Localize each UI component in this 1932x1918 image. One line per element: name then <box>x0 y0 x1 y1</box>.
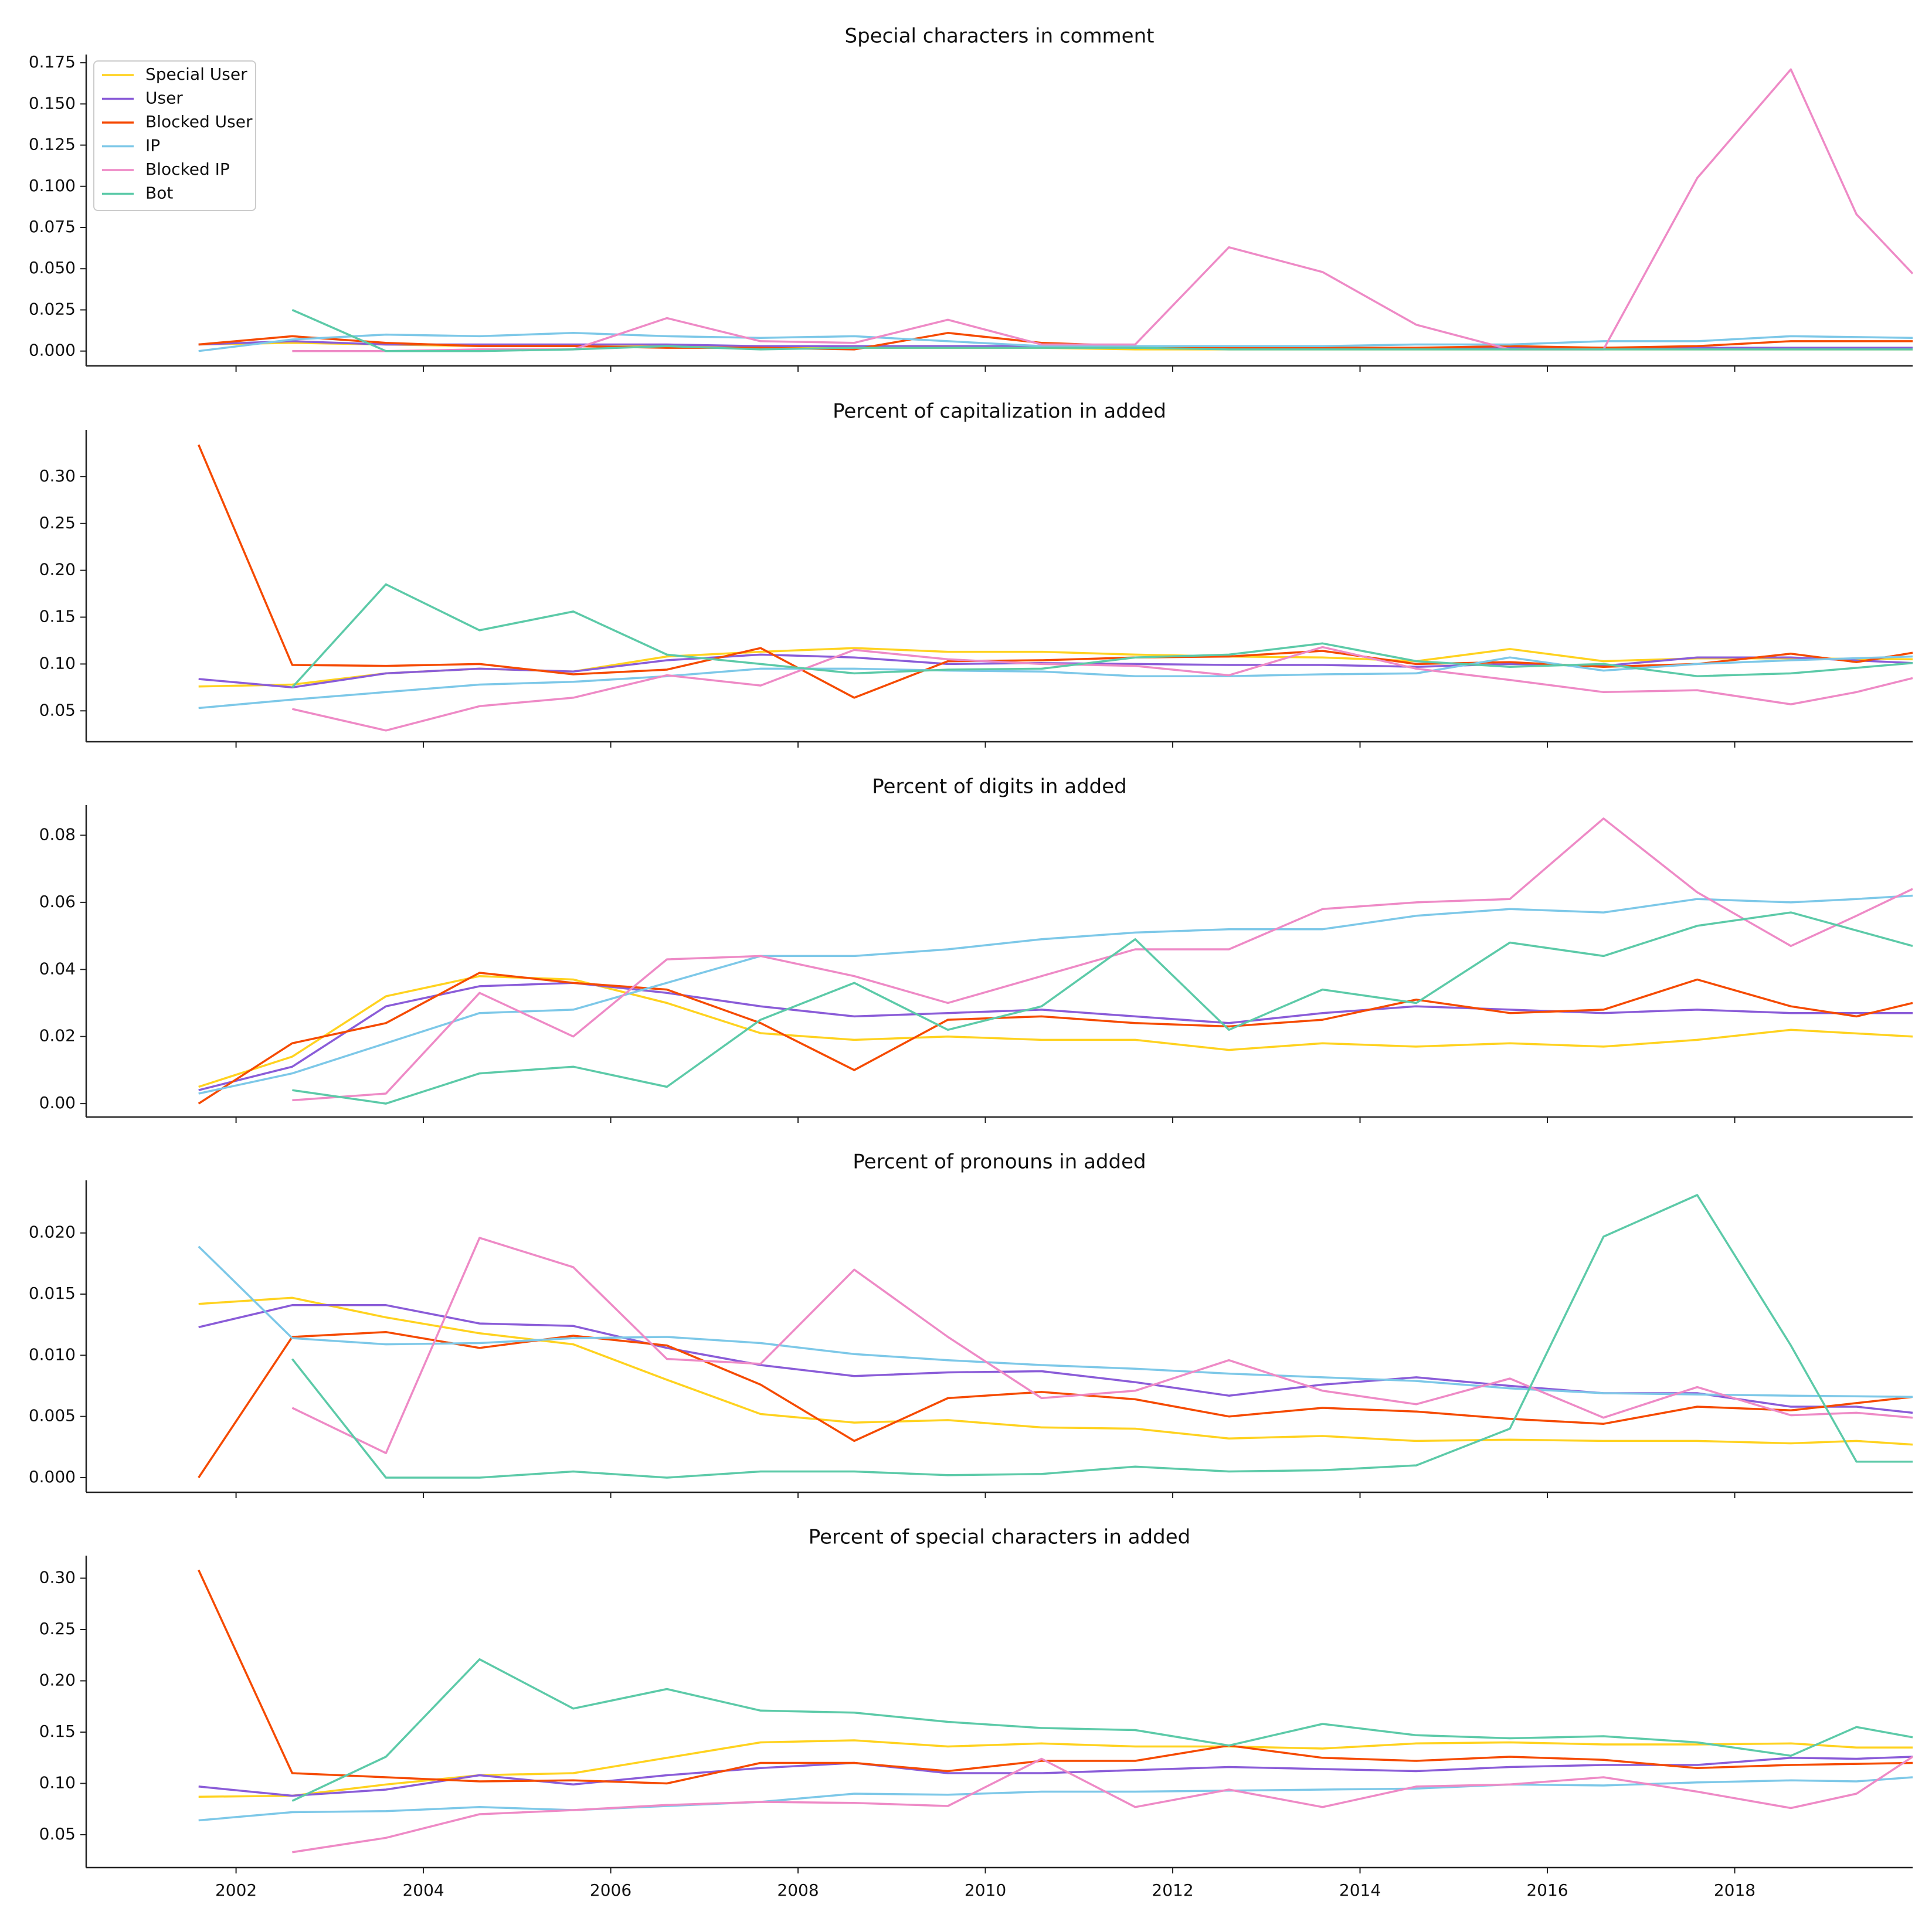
y-tick-label: 0.10 <box>39 1773 76 1793</box>
x-tick-label: 2012 <box>1152 1880 1193 1900</box>
series-line-ip <box>198 1776 1913 1822</box>
series-line-blocked-user <box>198 1569 1913 1785</box>
subplot-4: Percent of pronouns in added 0.000 0.005 0.… <box>29 1150 1913 1498</box>
x-tick-label: 2014 <box>1339 1880 1381 1900</box>
legend-frame <box>93 60 256 211</box>
series-line-bot <box>291 308 1913 352</box>
subplot-1: Special characters in comment 0.000 0.025 0… <box>29 25 1913 372</box>
series-line-bot <box>292 911 1913 1105</box>
y-tick-label: 0.20 <box>39 560 76 579</box>
y-tick-label: 0.020 <box>29 1223 76 1242</box>
y-tick-label: 0.15 <box>39 607 76 626</box>
y-tick-label: 0.02 <box>39 1026 76 1045</box>
legend-label-special-user: Special User <box>145 65 247 84</box>
series-line-user <box>198 1756 1913 1797</box>
series-line-blocked-user <box>198 972 1913 1105</box>
subplot-title: Special characters in comment <box>845 25 1155 48</box>
y-tick-label: 0.05 <box>39 700 76 719</box>
subplot-title: Percent of digits in added <box>872 775 1127 799</box>
subplot-2: Percent of capitalization in added 0.05 0.… <box>39 400 1913 748</box>
series-line-ip <box>198 332 1913 352</box>
series-line-ip <box>198 894 1913 1095</box>
y-tick-label: 0.050 <box>29 258 76 277</box>
series-line-blocked-ip <box>292 68 1913 352</box>
legend: Special User User Blocked User IP Blocked IP… <box>93 60 256 211</box>
y-tick-label: 0.06 <box>39 892 76 911</box>
legend-label-blocked-user: Blocked User <box>145 112 253 131</box>
y-tick-label: 0.025 <box>29 299 76 318</box>
y-tick-label: 0.25 <box>39 1619 76 1638</box>
x-tick-label: 2008 <box>777 1880 819 1900</box>
series-line-special-user <box>198 1296 1913 1446</box>
y-tick-label: 0.30 <box>39 1568 76 1587</box>
series-line-special-user <box>198 1739 1913 1798</box>
x-tick-label: 2010 <box>965 1880 1006 1900</box>
y-tick-label: 0.000 <box>29 341 76 360</box>
series-line-blocked-ip <box>291 1237 1913 1454</box>
y-tick-label: 0.125 <box>29 135 76 154</box>
legend-label-bot: Bot <box>145 184 173 203</box>
x-tick-label: 2016 <box>1526 1880 1568 1900</box>
series-line-blocked-ip <box>292 646 1913 732</box>
y-tick-label: 0.175 <box>29 52 76 72</box>
y-tick-label: 0.08 <box>39 824 76 844</box>
y-tick-label: 0.04 <box>39 959 76 978</box>
series-line-special-user <box>198 975 1913 1088</box>
subplot-title: Percent of capitalization in added <box>833 400 1166 423</box>
y-tick-label: 0.20 <box>39 1671 76 1690</box>
legend-label-user: User <box>145 89 183 108</box>
y-tick-label: 0.10 <box>39 653 76 673</box>
series-line-blocked-ip <box>292 1756 1913 1853</box>
y-tick-label: 0.30 <box>39 466 76 486</box>
y-tick-label: 0.005 <box>29 1406 76 1425</box>
y-tick-label: 0.010 <box>29 1345 76 1364</box>
y-tick-label: 0.000 <box>29 1467 76 1486</box>
series-line-bot <box>291 1194 1913 1479</box>
y-tick-label: 0.05 <box>39 1824 76 1844</box>
y-tick-label: 0.00 <box>39 1093 76 1112</box>
y-tick-label: 0.150 <box>29 93 76 113</box>
series-line-ip <box>198 1245 1913 1398</box>
series-line-bot <box>291 1658 1913 1802</box>
legend-label-blocked-ip: Blocked IP <box>145 159 230 179</box>
series-line-blocked-user <box>198 1330 1913 1478</box>
x-tick-label: 2002 <box>215 1880 257 1900</box>
series-line-blocked-ip <box>292 817 1913 1102</box>
subplot-title: Percent of special characters in added <box>809 1526 1190 1549</box>
x-tick-label: 2018 <box>1714 1880 1756 1900</box>
legend-label-ip: IP <box>145 136 160 155</box>
y-tick-label: 0.25 <box>39 513 76 532</box>
x-tick-label: 2006 <box>590 1880 631 1900</box>
y-tick-label: 0.015 <box>29 1284 76 1303</box>
series-line-ip <box>198 655 1913 710</box>
subplot-title: Percent of pronouns in added <box>853 1150 1146 1174</box>
x-tick-label: 2004 <box>402 1880 444 1900</box>
y-tick-label: 0.15 <box>39 1722 76 1741</box>
subplot-3: Percent of digits in added 0.00 0.02 0.04 0.… <box>39 775 1913 1123</box>
series-line-bot <box>291 583 1913 688</box>
subplot-5: Percent of special characters in added 0.… <box>39 1526 1913 1900</box>
y-tick-label: 0.100 <box>29 176 76 195</box>
y-tick-label: 0.075 <box>29 217 76 236</box>
series-line-user <box>198 982 1913 1091</box>
